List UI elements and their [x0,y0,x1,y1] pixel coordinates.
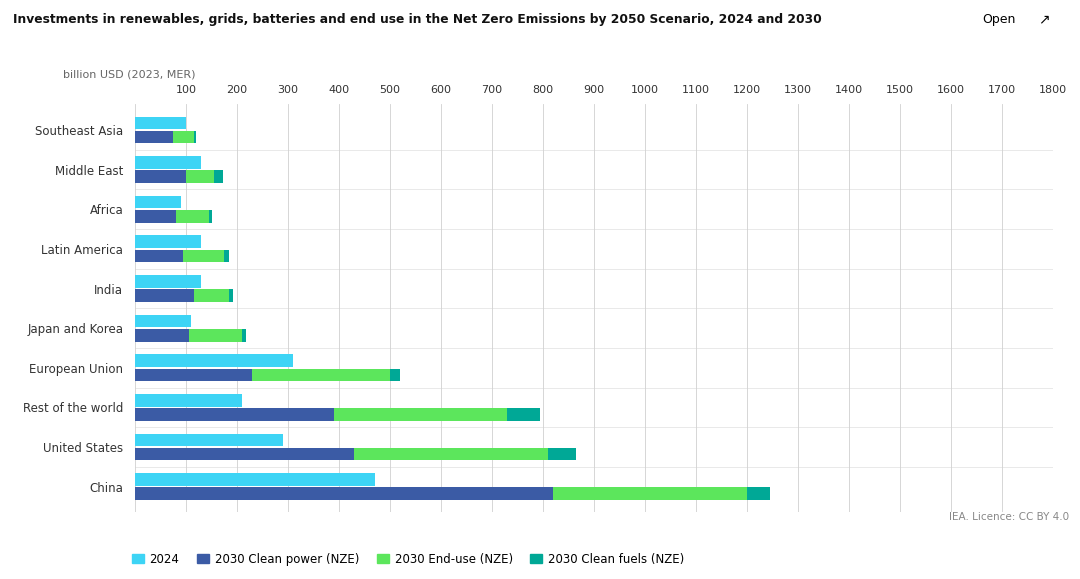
Bar [176,210,208,223]
Bar [334,408,508,421]
Bar [135,275,201,288]
Bar [135,448,354,460]
Bar [135,250,184,262]
Text: IEA. Licence: CC BY 4.0: IEA. Licence: CC BY 4.0 [949,512,1069,522]
Bar [135,354,293,367]
Bar [135,196,181,208]
Bar [135,210,176,223]
Bar [508,408,540,421]
Bar [135,369,253,381]
Bar [135,290,193,302]
Bar [135,329,189,342]
Bar [135,473,375,486]
Bar [135,116,186,129]
Text: ↗: ↗ [1038,13,1050,27]
Text: Investments in renewables, grids, batteries and end use in the Net Zero Emission: Investments in renewables, grids, batter… [13,13,822,25]
Bar [135,394,242,406]
Bar [173,131,193,144]
Bar [135,408,334,421]
Bar [135,314,191,327]
Bar [229,290,233,302]
Bar [186,170,214,183]
Text: billion USD (2023, MER): billion USD (2023, MER) [63,69,195,79]
Bar [549,448,576,460]
Bar [747,488,770,500]
Bar [189,329,242,342]
Legend: 2024, 2030 Clean power (NZE), 2030 End-use (NZE), 2030 Clean fuels (NZE): 2024, 2030 Clean power (NZE), 2030 End-u… [132,553,685,566]
Bar [214,170,224,183]
Bar [354,448,549,460]
Text: Open: Open [982,13,1015,25]
Bar [193,290,229,302]
Bar [184,250,225,262]
Bar [135,156,201,169]
Bar [390,369,401,381]
Bar [135,170,186,183]
Bar [253,369,390,381]
Bar [553,488,747,500]
Bar [208,210,212,223]
Bar [135,131,173,144]
Bar [135,434,283,446]
Bar [193,131,197,144]
Bar [135,488,553,500]
Bar [135,236,201,248]
Bar [225,250,229,262]
Bar [242,329,246,342]
